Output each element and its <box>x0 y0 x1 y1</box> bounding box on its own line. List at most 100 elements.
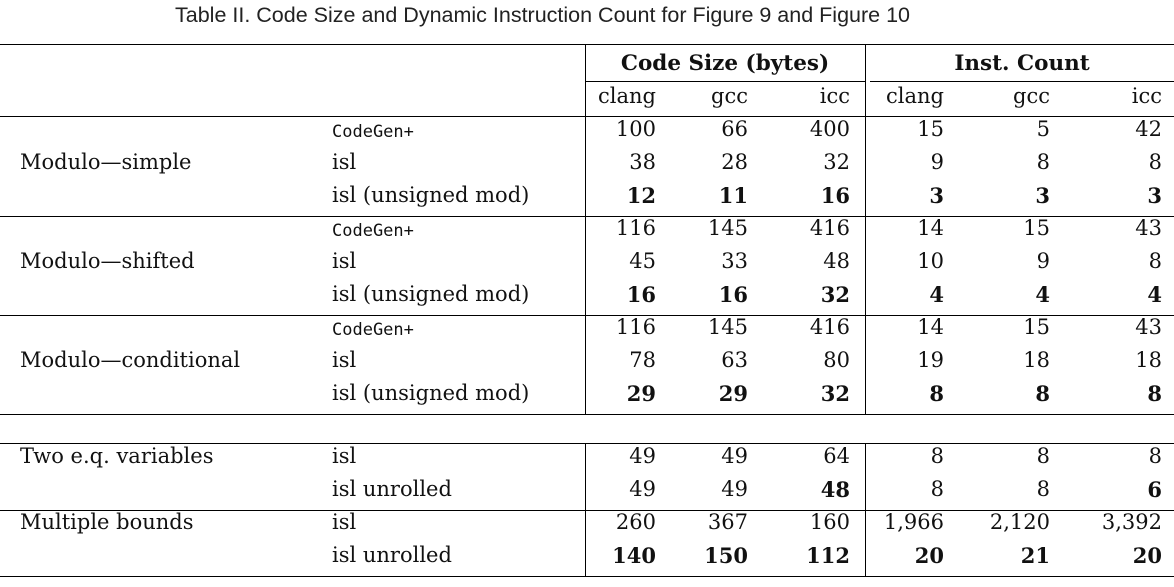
column-divider <box>865 314 866 415</box>
table-cell-value: 14 <box>917 315 944 339</box>
column-divider <box>585 116 586 217</box>
table-cell-value: 3 <box>929 183 944 208</box>
column-header-icc-size: icc <box>819 84 850 108</box>
group-label: Modulo—shifted <box>20 249 195 273</box>
table-cell-value: 15 <box>1023 315 1050 339</box>
table-cell-value: 18 <box>1135 348 1162 372</box>
header-inst-count: Inst. Count <box>954 51 1090 76</box>
table-cell-value: 15 <box>1023 216 1050 240</box>
group-label: Two e.q. variables <box>20 444 214 468</box>
method-label: isl <box>332 444 357 468</box>
table-cell-value: 8 <box>1148 444 1162 468</box>
column-divider <box>865 116 866 217</box>
column-divider <box>865 443 866 511</box>
table-cell-value: 8 <box>1036 444 1050 468</box>
table-cell-value: 14 <box>917 216 944 240</box>
table-cell-value: 8 <box>1148 249 1162 273</box>
table-cell-value: 6 <box>1147 477 1162 502</box>
table-cell-value: 16 <box>820 183 850 208</box>
column-header-clang-count: clang <box>886 84 944 108</box>
code-size-underline <box>585 81 865 82</box>
table-cell-value: 32 <box>820 282 850 307</box>
table-cell-value: 16 <box>626 282 656 307</box>
table-cell-value: 116 <box>615 216 656 240</box>
table-cell-value: 112 <box>806 543 850 568</box>
header-column-divider <box>585 44 586 116</box>
method-label: isl <box>332 249 357 273</box>
table-cell-value: 367 <box>707 510 748 534</box>
header-column-divider <box>865 44 866 116</box>
inst-count-underline <box>870 81 1174 82</box>
table-cell-value: 38 <box>629 150 656 174</box>
table-cell-value: 3,392 <box>1101 510 1162 534</box>
method-label: isl (unsigned mod) <box>332 381 530 405</box>
table-cell-value: 42 <box>1135 117 1162 141</box>
table-cell-value: 49 <box>629 477 656 501</box>
table-cell-value: 10 <box>917 249 944 273</box>
table-cell-value: 8 <box>930 477 944 501</box>
column-divider <box>865 215 866 316</box>
group-rule <box>0 510 1174 511</box>
table-cell-value: 3 <box>1035 183 1050 208</box>
column-header-gcc-count: gcc <box>1013 84 1050 108</box>
column-header-icc-count: icc <box>1131 84 1162 108</box>
table-cell-value: 9 <box>1036 249 1050 273</box>
table-cell-value: 9 <box>930 150 944 174</box>
table-cell-value: 4 <box>1147 282 1162 307</box>
column-divider <box>585 314 586 415</box>
method-label: isl unrolled <box>332 543 452 567</box>
table-cell-value: 416 <box>809 216 850 240</box>
table-cell-value: 5 <box>1036 117 1050 141</box>
table-cell-value: 18 <box>1023 348 1050 372</box>
table-cell-value: 140 <box>612 543 656 568</box>
table-cell-value: 43 <box>1135 216 1162 240</box>
group-label: Modulo—simple <box>20 150 192 174</box>
table-cell-value: 145 <box>707 315 748 339</box>
table-cell-value: 12 <box>626 183 656 208</box>
table-cell-value: 8 <box>930 444 944 468</box>
method-label: CodeGen+ <box>332 122 414 142</box>
table-cell-value: 400 <box>809 117 850 141</box>
table-cell-value: 48 <box>820 477 850 502</box>
table-cell-value: 49 <box>721 444 748 468</box>
group-rule <box>0 315 1174 316</box>
table-cell-value: 416 <box>809 315 850 339</box>
group-rule <box>0 216 1174 217</box>
table-cell-value: 20 <box>914 543 944 568</box>
group-rule <box>0 414 1174 415</box>
table-caption: Table II. Code Size and Dynamic Instruct… <box>175 3 910 27</box>
table-cell-value: 100 <box>615 117 656 141</box>
table-cell-value: 4 <box>929 282 944 307</box>
method-label: isl unrolled <box>332 477 452 501</box>
table-cell-value: 8 <box>1036 477 1050 501</box>
table-cell-value: 260 <box>615 510 656 534</box>
section-rule <box>0 443 1174 444</box>
column-header-clang-size: clang <box>598 84 656 108</box>
table-cell-value: 45 <box>629 249 656 273</box>
column-divider <box>865 509 866 577</box>
table-cell-value: 48 <box>823 249 850 273</box>
table-cell-value: 32 <box>823 150 850 174</box>
table-cell-value: 19 <box>917 348 944 372</box>
method-label: CodeGen+ <box>332 320 414 340</box>
group-rule <box>0 576 1174 577</box>
group-label: Multiple bounds <box>20 510 194 534</box>
method-label: isl <box>332 348 357 372</box>
table-cell-value: 63 <box>721 348 748 372</box>
table-cell-value: 15 <box>917 117 944 141</box>
table-cell-value: 32 <box>820 381 850 406</box>
table-cell-value: 64 <box>823 444 850 468</box>
table-cell-value: 4 <box>1035 282 1050 307</box>
table-cell-value: 8 <box>1147 381 1162 406</box>
method-label: isl <box>332 150 357 174</box>
header-rule <box>0 116 1174 117</box>
table-cell-value: 80 <box>823 348 850 372</box>
table-cell-value: 49 <box>629 444 656 468</box>
table-cell-value: 8 <box>1035 381 1050 406</box>
group-label: Modulo—conditional <box>20 348 241 372</box>
method-label: isl (unsigned mod) <box>332 282 530 306</box>
table-cell-value: 66 <box>721 117 748 141</box>
table-cell-value: 78 <box>629 348 656 372</box>
table-cell-value: 145 <box>707 216 748 240</box>
table-cell-value: 29 <box>626 381 656 406</box>
